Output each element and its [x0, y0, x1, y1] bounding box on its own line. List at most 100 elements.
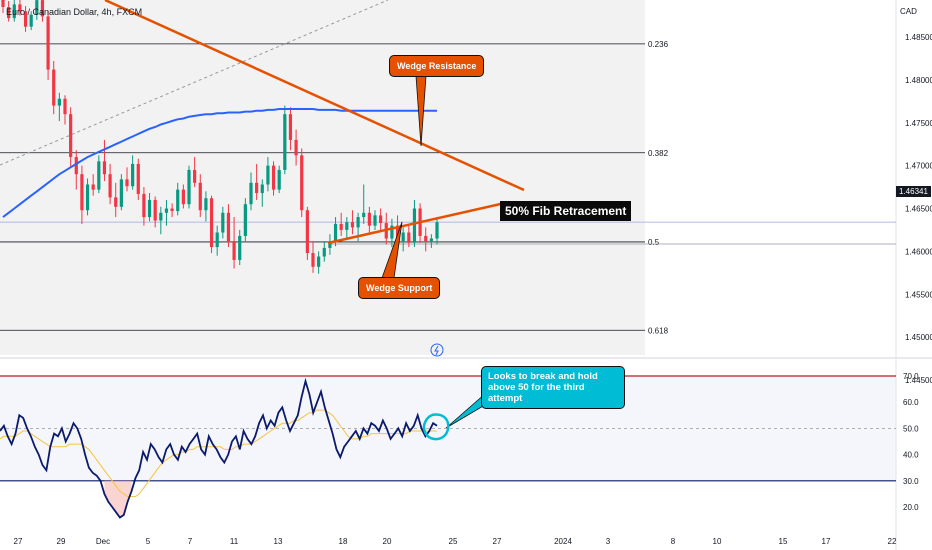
candle-body [238, 235, 242, 260]
candle-body [114, 197, 118, 207]
candle-body [221, 212, 225, 233]
time-tick-label: 25 [449, 537, 458, 546]
candle-body [390, 225, 394, 239]
fib-label-3: 0.618 [648, 326, 669, 335]
time-tick-label: 27 [493, 537, 502, 546]
candle-body [187, 169, 191, 205]
candle-body [277, 169, 281, 190]
candle-body [159, 212, 163, 221]
candle-body [176, 189, 180, 212]
candle-body [294, 139, 298, 156]
candle-body [311, 253, 315, 267]
candle-body [69, 114, 73, 158]
candle-body [243, 204, 247, 236]
candle-body [1, 0, 5, 7]
wedge-support-line [327, 201, 506, 245]
candle-body [52, 69, 56, 106]
price-tick-label: 1.48500 [905, 33, 932, 42]
price-tick-label: 1.48000 [905, 76, 932, 85]
time-tick-label: 13 [274, 537, 283, 546]
candle-body [435, 222, 439, 239]
time-tick-label: 3 [606, 537, 611, 546]
time-tick-label: 15 [779, 537, 788, 546]
time-tick-label: 18 [339, 537, 348, 546]
time-tick-label: 8 [671, 537, 676, 546]
candle-body [7, 6, 11, 19]
candle-body [40, 0, 45, 17]
time-tick-label: 7 [188, 537, 193, 546]
candle-body [63, 98, 67, 115]
candle-body [181, 189, 185, 205]
time-tick-label: 17 [822, 537, 831, 546]
rsi-tick-label: 20.0 [903, 503, 919, 512]
candle-body [429, 238, 433, 242]
candle-body [74, 157, 78, 175]
candle-body [424, 235, 428, 242]
candle-body [164, 208, 169, 213]
candle-body [125, 179, 129, 187]
candle-body [322, 247, 326, 257]
rsi-tick-label: 40.0 [903, 451, 919, 460]
lightning-icon [430, 343, 444, 357]
price-tick-label: 1.44500 [905, 376, 932, 385]
candle-body [119, 179, 123, 207]
candle-body [255, 182, 259, 194]
candle-body [142, 193, 146, 218]
rsi-note-callout: Looks to break and hold above 50 for the… [481, 366, 625, 409]
time-tick-label: 10 [713, 537, 722, 546]
candle-body [102, 161, 107, 175]
candle-body [373, 215, 377, 226]
dashed-trendline [0, 0, 389, 166]
time-tick-label: 2024 [554, 537, 572, 546]
candle-body [153, 199, 157, 221]
candle-body [260, 184, 264, 194]
candle-body [350, 222, 355, 228]
candle-body [328, 241, 332, 248]
candle-body [80, 174, 84, 211]
price-tick-label: 1.46000 [905, 247, 932, 256]
rsi-tick-label: 70.0 [903, 372, 919, 381]
candle-body [412, 208, 417, 243]
fib-label-0: 0.236 [648, 40, 669, 49]
candle-body [300, 155, 304, 211]
rsi-line [0, 377, 438, 519]
candle-body [136, 163, 140, 194]
candle-body [131, 163, 135, 187]
time-tick-label: 5 [146, 537, 151, 546]
price-tick-label: 1.46500 [905, 205, 932, 214]
candle-body [407, 232, 411, 243]
time-tick-label: 11 [230, 537, 239, 546]
candle-body [266, 165, 270, 185]
time-tick-label: 20 [383, 537, 392, 546]
candle-body [367, 212, 371, 226]
candle-body [345, 222, 349, 230]
time-tick-label: 22 [888, 537, 897, 546]
candle-body [333, 223, 338, 242]
fib-50-callout: 50% Fib Retracement [500, 201, 632, 221]
candle-body [46, 16, 50, 70]
rsi-tick-label: 60.0 [903, 398, 919, 407]
candle-body [215, 232, 219, 248]
candle-body [379, 215, 383, 224]
candle-body [193, 169, 197, 183]
lightning-icon-bolt [434, 345, 439, 356]
candle-body [85, 184, 90, 211]
wedge-resistance-callout: Wedge Resistance [389, 55, 485, 77]
price-tick-label: 1.47000 [905, 162, 932, 171]
fib-label-1: 0.382 [648, 149, 669, 158]
candle-body [18, 4, 22, 12]
candle-body [209, 198, 214, 248]
candle-body [108, 174, 112, 198]
candle-body [23, 11, 28, 27]
price-tick-label: 1.47500 [905, 119, 932, 128]
rsi-tick-label: 50.0 [903, 424, 919, 433]
fib-label-2: 0.5 [648, 238, 660, 247]
price-tick-label: 1.45500 [905, 290, 932, 299]
candle-body [198, 182, 202, 211]
candle-body [91, 184, 95, 190]
candle-body [283, 114, 287, 170]
candle-body [147, 199, 152, 218]
candle-body [362, 212, 366, 218]
